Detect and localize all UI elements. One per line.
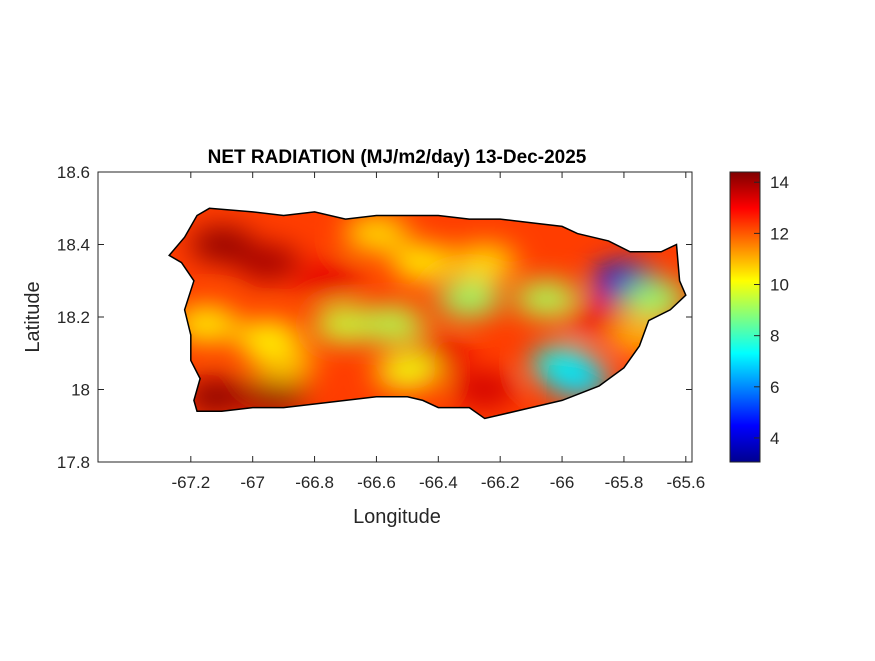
colorbar-tick-label: 10 [770, 276, 789, 295]
x-tick-label: -66.4 [419, 473, 458, 492]
y-tick-label: 18.2 [57, 308, 90, 327]
x-tick-label: -66 [550, 473, 575, 492]
field-sample [251, 346, 316, 383]
field-sample [359, 306, 424, 343]
island-outline [168, 207, 687, 420]
field-sample [622, 280, 686, 317]
x-axis-label: Longitude [353, 506, 441, 528]
field-sample [298, 262, 363, 299]
field-sample [242, 378, 307, 415]
field-sample [390, 244, 455, 281]
x-tick-label: -66.6 [357, 473, 396, 492]
y-axis-label: Latitude [22, 281, 44, 352]
x-tick-label: -67 [240, 473, 265, 492]
colorbar-tick-label: 8 [770, 327, 779, 346]
y-tick-label: 18 [71, 381, 90, 400]
colorbar-tick-label: 4 [770, 429, 779, 448]
field-sample [514, 280, 579, 317]
x-tick-label: -65.6 [666, 473, 705, 492]
chart-title: NET RADIATION (MJ/m2/day) 13-Dec-2025 [208, 147, 587, 168]
field-sample [236, 244, 301, 281]
x-tick-label: -66.8 [295, 473, 334, 492]
colorbar [729, 171, 761, 463]
x-axis: -67.2 -67 -66.8 -66.6 -66.4 -66.2 -66 -65.8 -65.… [171, 172, 705, 492]
field-sample [375, 353, 440, 390]
colorbar-tick-label: 6 [770, 378, 779, 397]
x-tick-label: -66.2 [481, 473, 520, 492]
x-tick-label: -67.2 [171, 473, 210, 492]
colorbar-tick-label: 14 [770, 173, 789, 192]
y-tick-label: 18.6 [57, 163, 90, 182]
field-sample [313, 306, 378, 343]
x-tick-label: -65.8 [605, 473, 644, 492]
field-sample [189, 226, 254, 263]
field-sample [452, 371, 517, 408]
field-sample [183, 378, 248, 415]
field-sample [561, 299, 625, 335]
field-sample [437, 280, 502, 317]
colorbar-ticks: 4 6 8 10 12 14 [754, 173, 789, 448]
y-axis: 18.6 18.4 18.2 18 17.8 [57, 163, 692, 472]
field-sample [452, 244, 517, 281]
colorbar-tick-label: 12 [770, 224, 789, 243]
field-sample [344, 215, 409, 252]
y-tick-label: 18.4 [57, 236, 90, 255]
y-tick-label: 17.8 [57, 453, 90, 472]
radiation-field [169, 208, 686, 419]
